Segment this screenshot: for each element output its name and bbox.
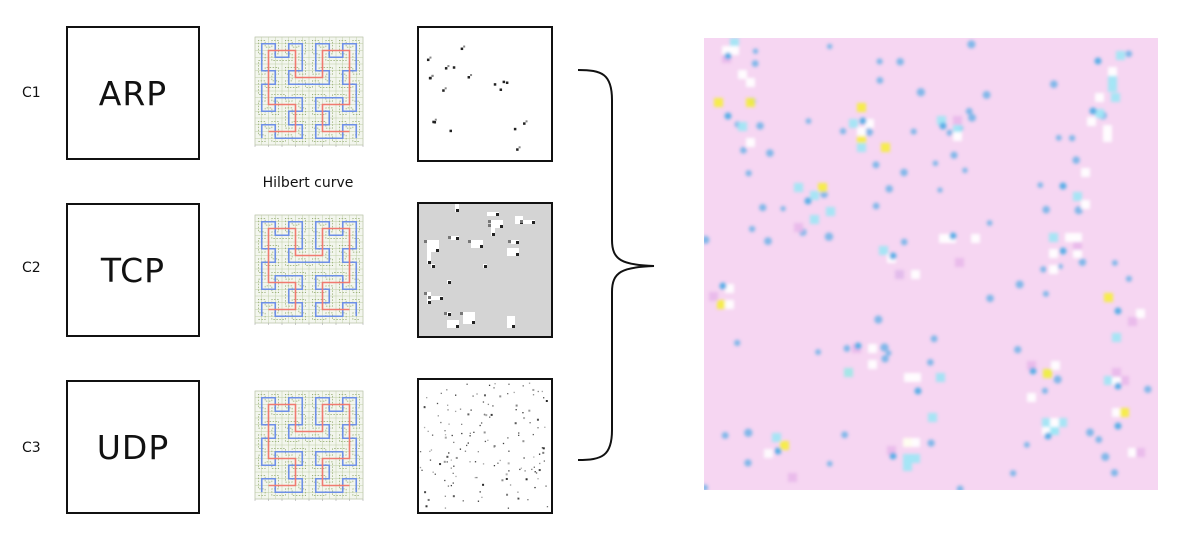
curly-brace-icon <box>577 69 655 461</box>
hilbert-caption: Hilbert curve <box>262 175 354 191</box>
protocol-box-tcp: TCP <box>66 203 200 337</box>
hilbert-plot-c1 <box>245 27 373 155</box>
hilbert-fine-path <box>258 40 360 142</box>
row-label-c1: C1 <box>22 85 41 101</box>
hilbert-order3-path <box>260 42 358 140</box>
traffic-image-c1 <box>417 26 553 162</box>
row-label-c2: C2 <box>22 260 41 276</box>
hilbert-fine-path <box>258 394 360 496</box>
hilbert-order3-path <box>260 220 358 318</box>
protocol-box-udp: UDP <box>66 380 200 514</box>
hilbert-order2-path <box>267 227 351 311</box>
hilbert-fine-path <box>258 218 360 320</box>
hilbert-order2-path <box>267 403 351 487</box>
fused-image <box>704 38 1158 490</box>
hilbert-grid <box>254 390 364 500</box>
hilbert-grid <box>254 214 364 324</box>
hilbert-order2-path <box>267 49 351 133</box>
hilbert-grid <box>254 36 364 146</box>
row-label-c3: C3 <box>22 440 41 456</box>
hilbert-order3-path <box>260 396 358 494</box>
hilbert-plot-c2 <box>245 205 373 333</box>
protocol-box-arp: ARP <box>66 26 200 160</box>
traffic-image-c2 <box>417 202 553 338</box>
traffic-image-c3 <box>417 378 553 514</box>
hilbert-plot-c3 <box>245 381 373 509</box>
